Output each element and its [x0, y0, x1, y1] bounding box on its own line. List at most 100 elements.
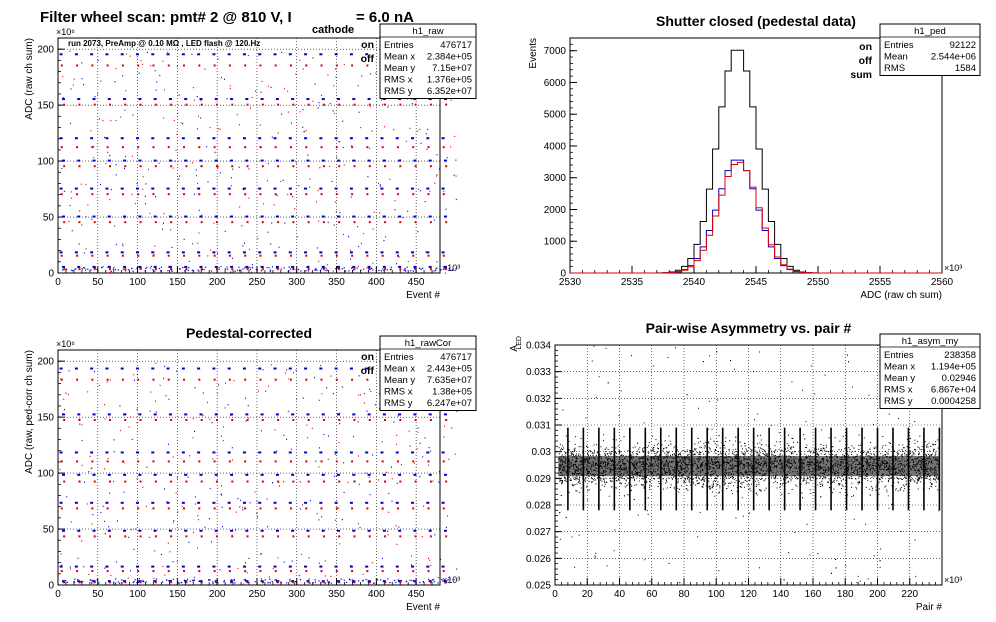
point-on — [135, 251, 139, 254]
point-on — [105, 187, 109, 190]
point-on — [123, 529, 127, 532]
point-transition — [113, 439, 115, 441]
asym-point — [841, 449, 843, 451]
point-on — [59, 187, 63, 190]
point-off — [259, 146, 262, 149]
point-transition — [327, 221, 329, 223]
asym-point — [610, 451, 612, 453]
point-transition — [207, 181, 209, 183]
point-low — [275, 579, 278, 581]
point-low — [90, 269, 92, 271]
point-on — [334, 565, 338, 568]
point-transition — [282, 179, 284, 181]
point-low — [117, 269, 119, 271]
asym-point — [604, 453, 606, 455]
point-off — [412, 254, 415, 257]
asym-point — [607, 453, 609, 455]
point-transition — [454, 453, 456, 455]
asym-point — [594, 557, 596, 559]
point-off — [277, 480, 280, 483]
asym-point — [627, 484, 629, 486]
point-on — [398, 265, 402, 268]
point-off — [246, 165, 249, 168]
point-transition — [60, 553, 62, 555]
asym-point — [665, 454, 667, 456]
asym-point — [898, 482, 900, 484]
point-transition — [333, 475, 335, 478]
asym-point — [832, 492, 834, 494]
point-low — [352, 581, 354, 583]
point-low — [191, 269, 193, 271]
point-transition — [208, 518, 210, 520]
point-on — [411, 451, 415, 454]
asym-point — [580, 438, 582, 440]
point-on — [260, 529, 264, 532]
point-low — [85, 269, 87, 271]
point-off — [200, 480, 203, 483]
point-on — [151, 187, 155, 190]
point-transition — [291, 560, 293, 562]
point-transition — [241, 225, 243, 227]
point-transition — [309, 500, 311, 502]
asym-point — [604, 485, 606, 487]
point-low — [389, 268, 392, 271]
point-on — [319, 451, 323, 454]
point-transition — [171, 246, 173, 249]
point-off — [396, 507, 399, 510]
point-off — [381, 460, 384, 463]
point-on — [288, 251, 292, 254]
point-transition — [83, 252, 85, 254]
point-on — [197, 53, 201, 56]
point-transition — [120, 116, 122, 118]
point-low — [71, 269, 73, 271]
point-low — [312, 582, 314, 584]
point-low — [305, 270, 307, 272]
point-low — [82, 580, 84, 583]
point-low — [154, 270, 156, 272]
asym-point — [667, 455, 669, 457]
point-on — [443, 215, 447, 218]
point-transition — [277, 215, 279, 217]
point-transition — [380, 185, 382, 187]
asym-point — [809, 476, 811, 478]
asym-point — [560, 447, 562, 449]
point-off — [124, 581, 127, 584]
point-transition — [107, 151, 109, 153]
asym-point — [764, 489, 766, 491]
asym-point — [606, 447, 608, 449]
point-transition — [239, 506, 241, 508]
point-on — [227, 187, 231, 190]
point-transition — [94, 96, 96, 98]
point-transition — [357, 85, 359, 87]
point-low — [113, 581, 115, 583]
asym-point — [910, 477, 912, 479]
point-on — [273, 137, 277, 140]
asym-point — [578, 534, 580, 536]
point-on — [230, 473, 234, 476]
point-transition — [231, 459, 233, 461]
point-on — [245, 265, 249, 268]
point-transition — [342, 233, 344, 235]
point-low — [327, 581, 329, 583]
x-tick-label: 0 — [55, 589, 61, 600]
point-transition — [226, 98, 228, 100]
asym-point — [917, 488, 919, 490]
point-low — [386, 269, 388, 271]
asym-point — [661, 444, 663, 446]
point-on — [151, 137, 155, 140]
point-transition — [396, 543, 398, 545]
point-transition — [90, 130, 92, 132]
point-transition — [149, 410, 151, 412]
point-low — [447, 579, 449, 581]
point-transition — [369, 388, 371, 390]
point-on — [107, 215, 111, 218]
asym-point — [673, 476, 675, 478]
point-on — [197, 251, 201, 254]
point-transition — [453, 579, 455, 581]
point-off — [338, 535, 341, 538]
asym-point — [598, 376, 600, 378]
point-low — [247, 581, 249, 583]
point-off — [396, 146, 399, 149]
point-off — [167, 378, 170, 381]
